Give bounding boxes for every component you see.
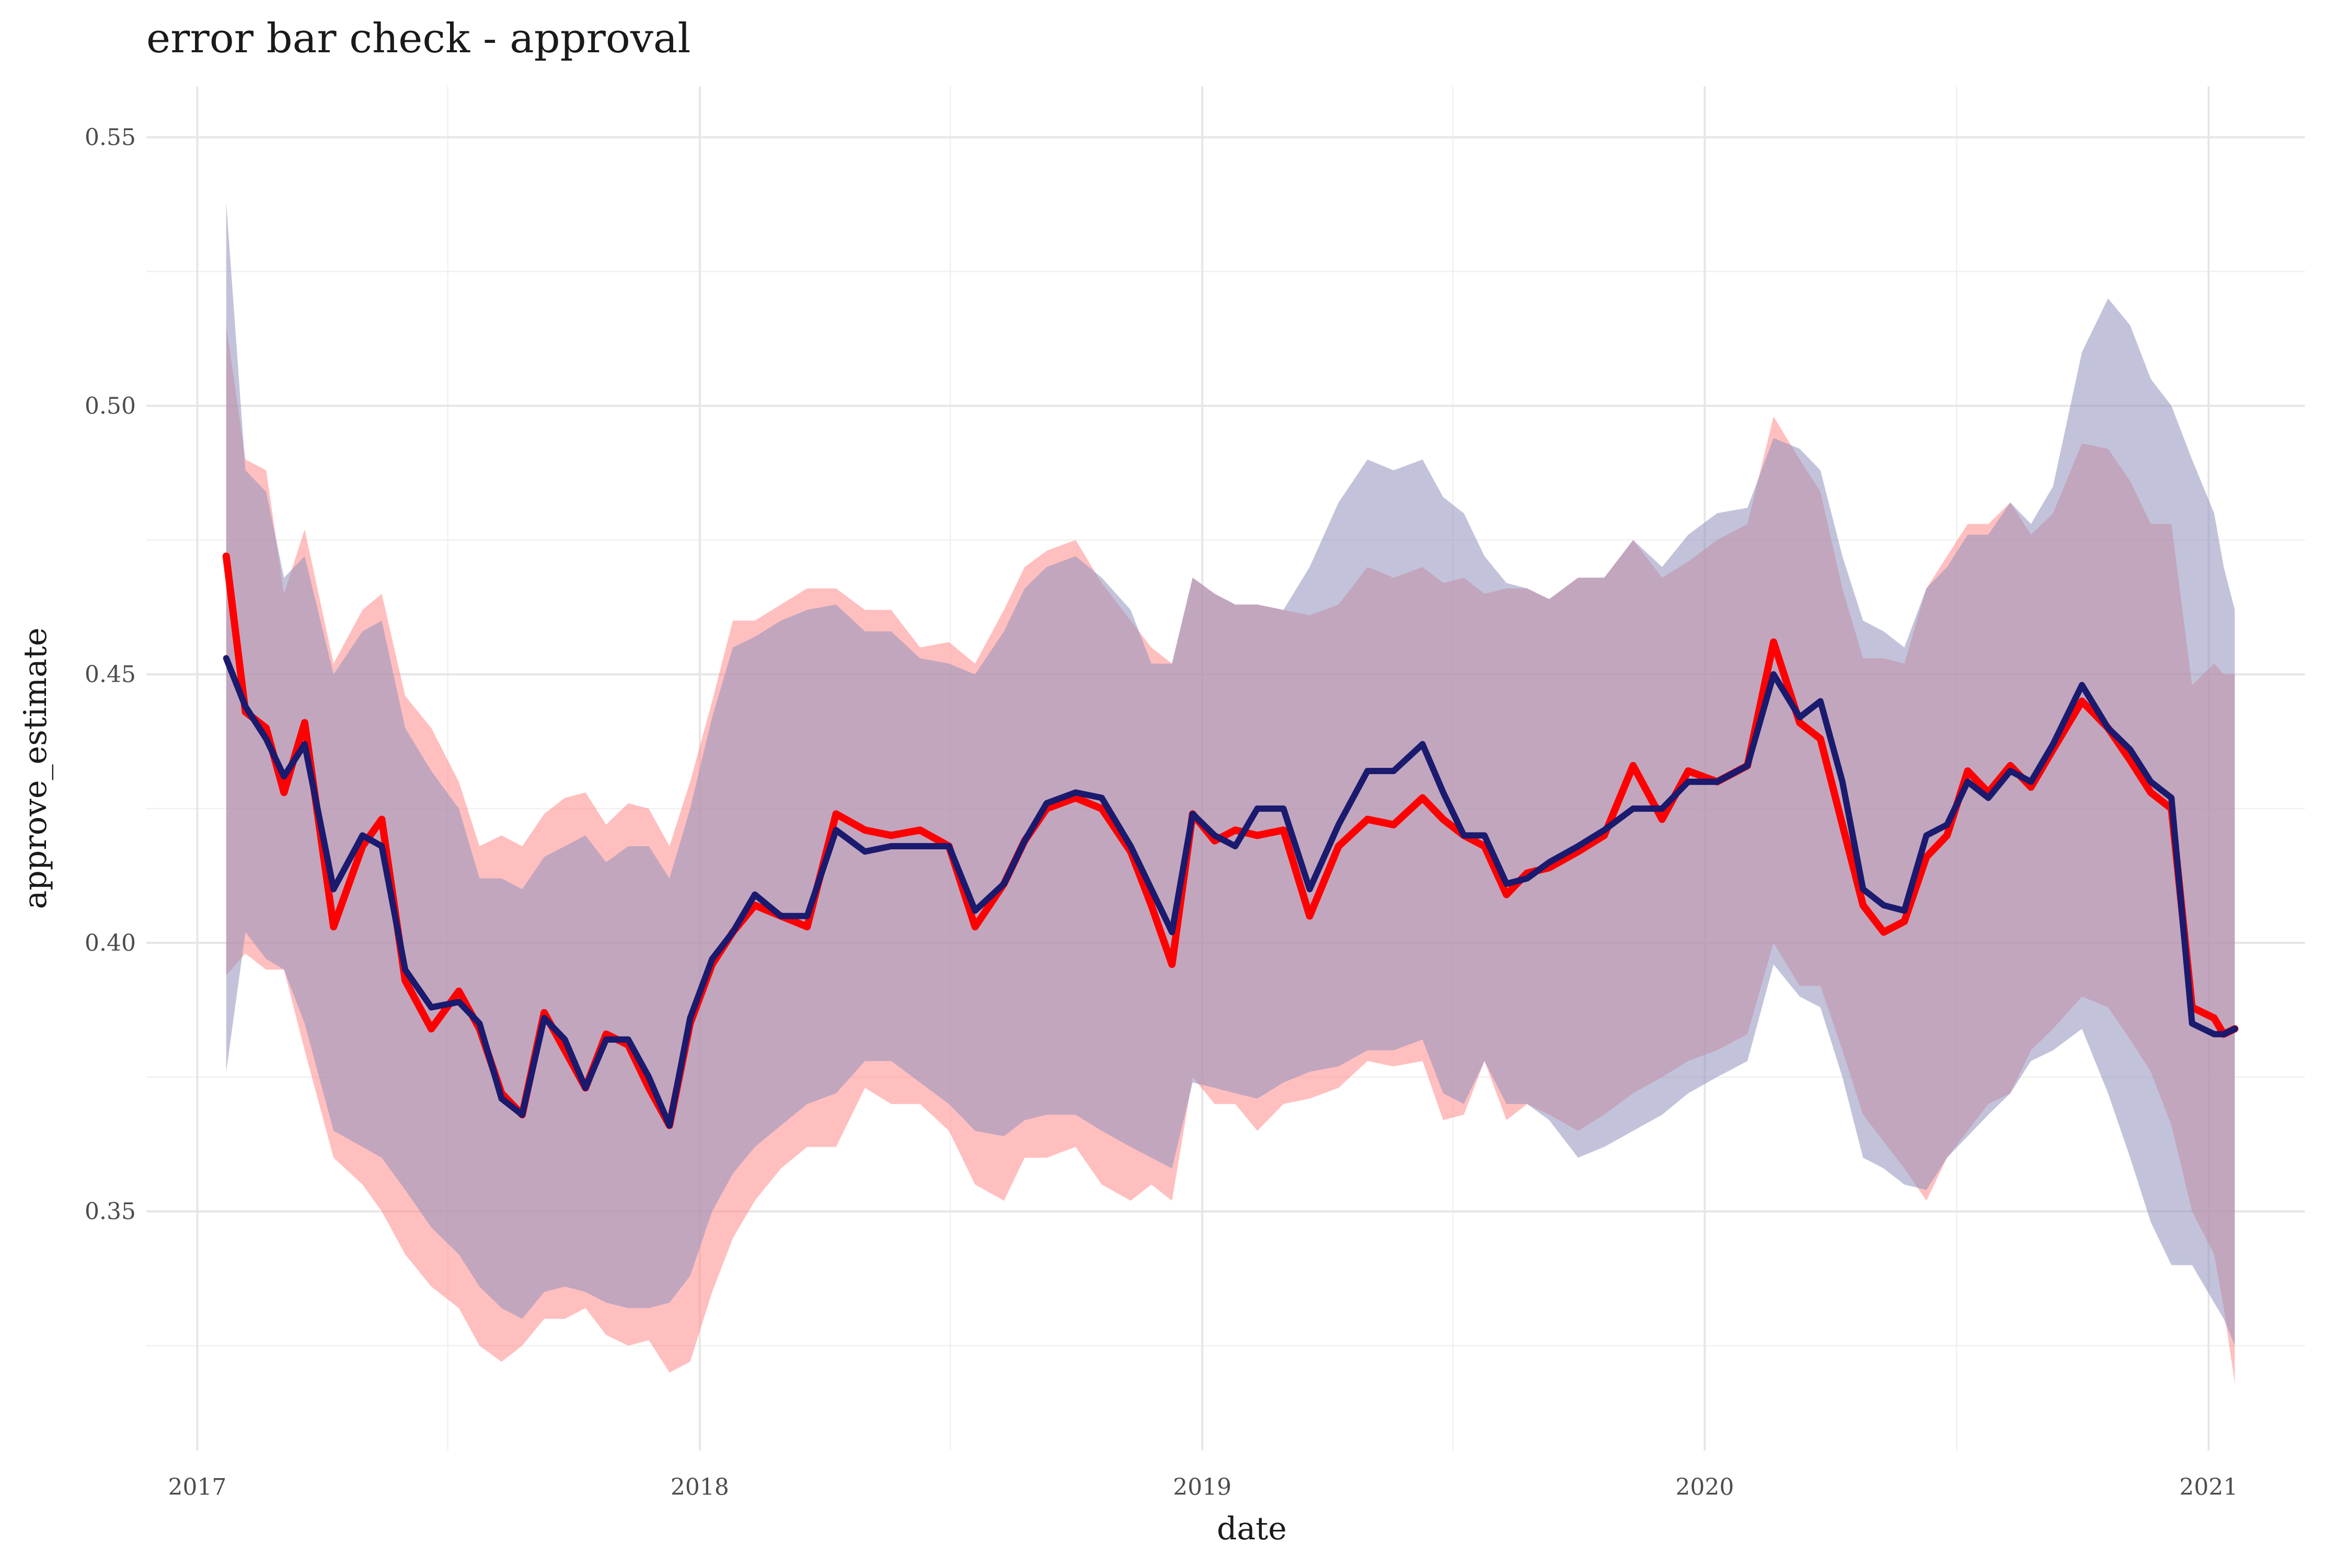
estimate-lines bbox=[222, 552, 2239, 1129]
x-axis-title: date bbox=[1217, 1511, 1287, 1547]
series-2-band bbox=[226, 201, 2235, 1346]
y-tick-label: 0.50 bbox=[85, 393, 136, 419]
y-tick-label: 0.35 bbox=[85, 1198, 136, 1225]
x-tick-label: 2017 bbox=[168, 1474, 226, 1501]
x-axis-tick-labels: 2017 2018 2019 2020 2021 bbox=[168, 1474, 2238, 1501]
series-2-line bbox=[223, 655, 2238, 1129]
x-tick-label: 2021 bbox=[2180, 1474, 2238, 1501]
y-axis-title: approve_estimate bbox=[17, 628, 54, 909]
confidence-bands bbox=[226, 201, 2235, 1383]
y-axis-tick-labels: 0.35 0.40 0.45 0.50 0.55 bbox=[85, 124, 136, 1225]
y-tick-label: 0.40 bbox=[85, 930, 136, 956]
chart-title: error bar check - approval bbox=[146, 15, 690, 62]
x-tick-label: 2018 bbox=[671, 1474, 729, 1501]
x-tick-label: 2019 bbox=[1173, 1474, 1231, 1501]
y-tick-label: 0.45 bbox=[85, 661, 136, 688]
y-tick-label: 0.55 bbox=[85, 124, 136, 151]
x-tick-label: 2020 bbox=[1676, 1474, 1734, 1501]
